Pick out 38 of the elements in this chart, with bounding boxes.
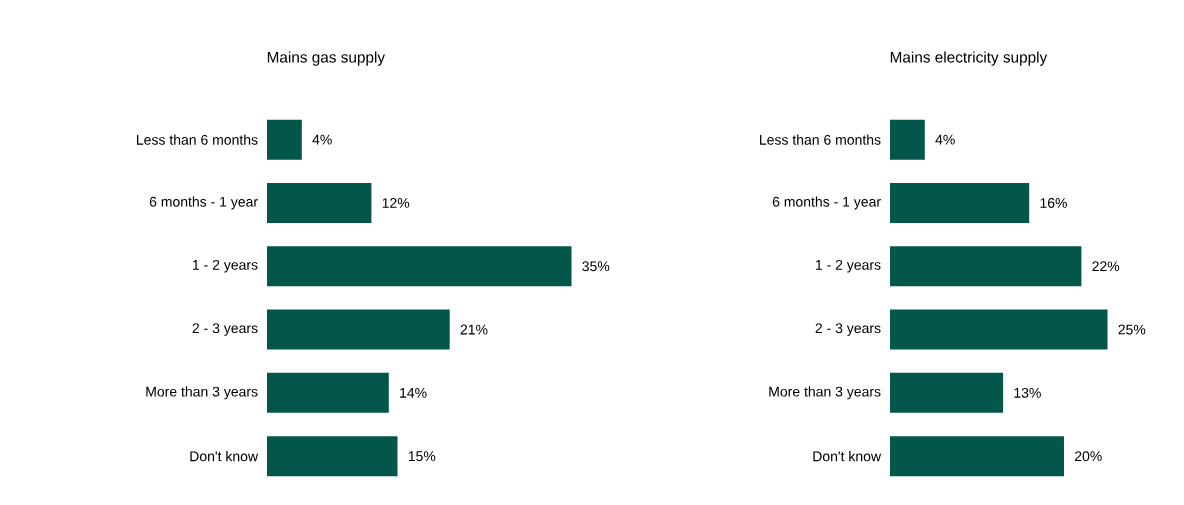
data-label: 20% <box>1074 451 1102 462</box>
data-label: 4% <box>935 134 955 145</box>
bar <box>267 309 450 350</box>
bar <box>267 436 398 477</box>
y-tick-label: 1 - 2 years <box>193 259 258 273</box>
y-tick-label: 2 - 3 years <box>192 323 258 336</box>
data-label: 16% <box>1040 197 1067 208</box>
data-label: 13% <box>1014 387 1041 398</box>
bar <box>267 246 572 287</box>
y-tick-label: More than 3 years <box>146 386 258 400</box>
data-label: 15% <box>408 451 436 462</box>
data-label: 22% <box>1092 261 1120 272</box>
y-tick-label: 2 - 3 years <box>815 323 881 336</box>
data-label: 35% <box>582 261 610 272</box>
y-tick-label: Don't know <box>190 451 259 462</box>
bar <box>890 246 1082 287</box>
bar <box>267 182 372 223</box>
chart-title: Mains electricity supply <box>890 51 1048 66</box>
y-tick-label: 6 months - 1 year <box>772 196 881 210</box>
y-tick-label: More than 3 years <box>769 386 881 400</box>
y-tick-label: 6 months - 1 year <box>149 196 258 210</box>
data-label: 12% <box>382 198 410 208</box>
bar <box>890 119 925 160</box>
bar <box>890 436 1064 477</box>
y-tick-label: Don't know <box>813 451 882 462</box>
y-tick-label: 1 - 2 years <box>816 259 881 273</box>
bar <box>890 372 1004 413</box>
y-tick-label: Less than 6 months <box>137 134 258 145</box>
data-label: 14% <box>400 387 427 398</box>
data-label: 25% <box>1118 324 1146 335</box>
bar <box>267 119 302 160</box>
bar <box>890 182 1030 223</box>
bar <box>267 372 389 413</box>
data-label: 4% <box>312 134 332 145</box>
bar <box>890 309 1108 350</box>
y-tick-label: Less than 6 months <box>760 134 881 145</box>
chart-title: Mains gas supply <box>267 51 386 66</box>
data-label: 21% <box>460 324 488 335</box>
